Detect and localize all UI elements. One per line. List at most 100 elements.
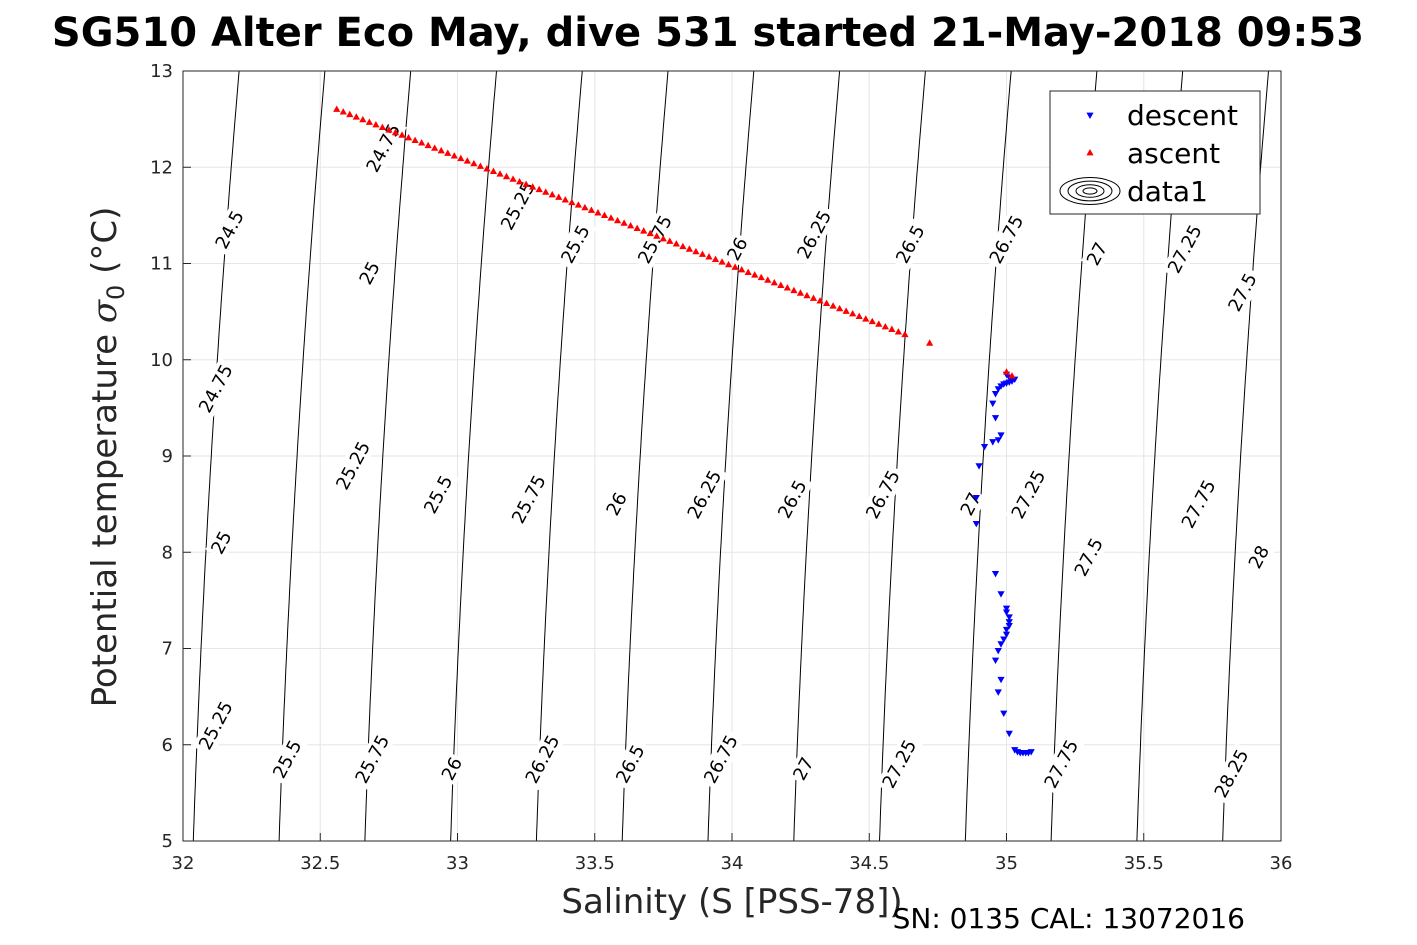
ascent-point xyxy=(398,131,406,138)
ascent-point xyxy=(790,286,798,294)
descent-point xyxy=(1005,619,1013,626)
descent-point xyxy=(1002,609,1011,616)
ascent-point xyxy=(627,221,635,229)
isopycnal-label-bg xyxy=(205,525,238,560)
isopycnal-line xyxy=(1222,71,1270,841)
ascent-point xyxy=(444,149,452,156)
ascent-point xyxy=(822,299,831,307)
ascent-point xyxy=(633,224,641,231)
ascent-point xyxy=(764,276,772,283)
x-tick-label: 34.5 xyxy=(849,853,889,874)
ascent-point xyxy=(816,297,824,304)
ascent-point xyxy=(555,193,563,200)
isopycnal-label-bg xyxy=(875,733,923,795)
ascent-point xyxy=(849,310,857,317)
legend-marker-contour xyxy=(1059,177,1121,205)
legend-marker-contour xyxy=(1082,187,1098,195)
ascent-point xyxy=(926,339,934,346)
y-axis-label: Potential temperature σ0 (°C) xyxy=(85,207,130,708)
y-tick-label: 13 xyxy=(150,61,173,82)
ascent-point xyxy=(894,328,903,335)
descent-point xyxy=(972,494,980,502)
isopycnal-label-bg xyxy=(192,694,240,757)
isopycnal-label-bg xyxy=(697,728,745,791)
isopycnal-label-bg xyxy=(435,751,469,786)
ascent-point xyxy=(757,273,765,281)
ascent-point xyxy=(457,154,465,162)
ascent-point xyxy=(809,294,818,301)
ascent-point xyxy=(744,268,752,275)
descent-point xyxy=(1002,626,1011,634)
x-tick-label: 34 xyxy=(721,853,744,874)
isopycnal-label-bg xyxy=(631,208,679,271)
ascent-point xyxy=(901,330,909,338)
isopycnal-line xyxy=(793,71,841,841)
isopycnal-label-bg xyxy=(417,468,460,521)
isopycnal-label-bg xyxy=(208,203,251,257)
ascent-point xyxy=(378,123,387,131)
ascent-point xyxy=(685,245,694,252)
chart-title: SG510 Alter Eco May, dive 531 started 21… xyxy=(52,10,1364,56)
descent-point xyxy=(989,400,997,408)
descent-point xyxy=(997,591,1005,598)
ascent-point xyxy=(489,167,498,175)
isopycnal-label-bg xyxy=(266,732,309,786)
ascent-point xyxy=(679,242,687,250)
ascent-point xyxy=(881,322,889,330)
ascent-point xyxy=(509,175,517,182)
ascent-point xyxy=(339,108,347,115)
ascent-point xyxy=(568,198,576,206)
ascent-point xyxy=(770,278,778,286)
ascent-point xyxy=(359,115,367,123)
ascent-point xyxy=(796,289,805,296)
x-axis-ticks: 32 32.5 33 33.5 34 34.5 35 35.5 36 xyxy=(172,833,1293,874)
y-tick-label: 11 xyxy=(150,254,173,275)
calibration-footer: SN: 0135 CAL: 13072016 xyxy=(893,902,1245,935)
ascent-point xyxy=(692,247,700,255)
descent-point xyxy=(1000,710,1008,717)
ascent-point xyxy=(548,190,556,198)
isopycnal-label-bg xyxy=(1208,742,1256,805)
x-tick-label: 36 xyxy=(1270,853,1293,874)
isopycnal-label-bg xyxy=(494,174,542,237)
y-axis-ticks: 5 6 7 8 9 10 11 12 13 xyxy=(150,61,191,852)
ascent-point xyxy=(529,183,537,190)
isopycnal-label-bg xyxy=(1067,530,1110,584)
isopycnal-label-bg xyxy=(554,217,597,271)
isopycnal-label-bg xyxy=(1005,463,1052,526)
ascent-point xyxy=(888,325,896,332)
ascent-point xyxy=(1002,368,1011,375)
isopycnal-line xyxy=(1307,23,1359,889)
descent-point xyxy=(1027,749,1035,756)
legend-marker-contour xyxy=(1067,180,1113,202)
y-tick-label: 8 xyxy=(162,542,173,563)
ascent-point xyxy=(653,232,661,239)
ascent-point xyxy=(738,266,746,273)
descent-point xyxy=(989,439,997,446)
legend-label: data1 xyxy=(1127,175,1208,208)
ascent-point xyxy=(352,113,360,120)
ascent-point xyxy=(1008,372,1016,379)
ascent-point xyxy=(666,237,674,244)
ascent-point xyxy=(515,177,524,185)
x-tick-label: 32 xyxy=(172,853,195,874)
ascent-point xyxy=(875,320,883,327)
isopycnal-label-bg xyxy=(192,357,240,420)
ascent-point xyxy=(659,234,667,242)
ascent-point xyxy=(385,126,393,133)
ascent-point xyxy=(470,159,478,167)
ascent-point xyxy=(404,133,413,141)
descent-point xyxy=(980,443,989,451)
isopycnal-line xyxy=(964,71,1012,841)
ascent-point xyxy=(777,281,785,288)
isopycnal-label-bg xyxy=(681,463,728,526)
isopycnal-label-bg xyxy=(348,728,396,791)
ascent-point xyxy=(783,284,791,291)
ascent-point xyxy=(640,227,648,234)
descent-point xyxy=(1000,636,1008,643)
ascent-point xyxy=(431,144,439,151)
ascent-point xyxy=(333,105,341,112)
ascent-point xyxy=(522,180,530,187)
ascent-point xyxy=(424,141,432,149)
